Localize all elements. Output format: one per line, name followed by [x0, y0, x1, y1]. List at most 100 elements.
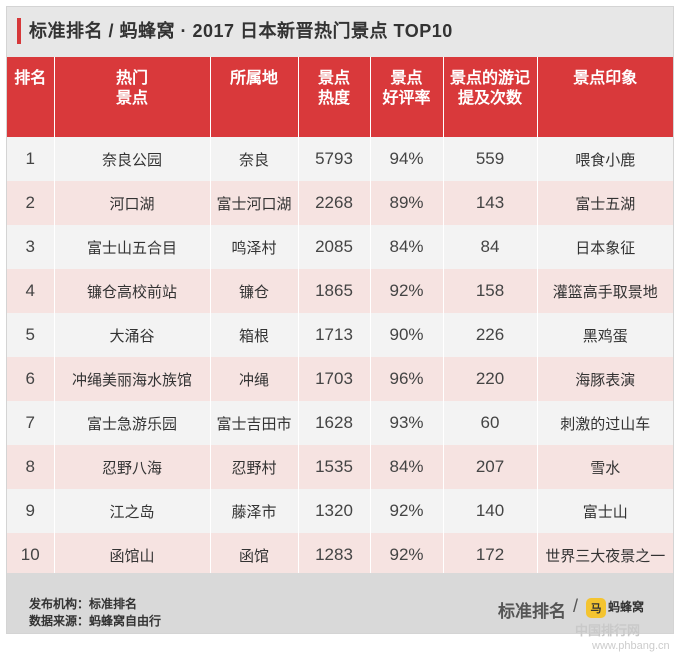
cell-spot: 奈良公园	[53, 137, 210, 181]
brand-divider: /	[573, 596, 579, 616]
cell-rank: 1	[7, 137, 54, 181]
cell-location: 藤泽市	[209, 489, 298, 533]
ranking-card: 标准排名 / 蚂蜂窝 · 2017 日本新晋热门景点 TOP10 排名 热门 景…	[6, 6, 674, 634]
table-row: 1 奈良公园 奈良 5793 94% 559 喂食小鹿	[7, 137, 673, 181]
cell-spot: 忍野八海	[53, 445, 210, 489]
cell-location: 鸣泽村	[209, 225, 298, 269]
cell-location: 忍野村	[209, 445, 298, 489]
cell-spot: 富士急游乐园	[53, 401, 210, 445]
cell-spot: 江之岛	[53, 489, 210, 533]
cell-mentions: 220	[442, 357, 537, 401]
cell-impression: 日本象征	[536, 225, 673, 269]
cell-mentions: 140	[442, 489, 537, 533]
cell-rank: 3	[7, 225, 54, 269]
header-spot: 热门 景点	[53, 57, 210, 137]
cell-heat: 1865	[297, 269, 370, 313]
cell-impression: 喂食小鹿	[536, 137, 673, 181]
header-heat: 景点 热度	[297, 57, 370, 137]
cell-rating: 84%	[369, 445, 443, 489]
table-row: 3 富士山五合目 鸣泽村 2085 84% 84 日本象征	[7, 225, 673, 269]
cell-rank: 5	[7, 313, 54, 357]
header-rank: 排名	[7, 57, 54, 137]
header-mentions: 景点的游记 提及次数	[442, 57, 537, 137]
cell-rank: 10	[7, 533, 54, 577]
cell-rating: 93%	[369, 401, 443, 445]
cell-location: 冲绳	[209, 357, 298, 401]
cell-impression: 富士山	[536, 489, 673, 533]
table-row: 10 函馆山 函馆 1283 92% 172 世界三大夜景之一	[7, 533, 673, 577]
cell-heat: 1628	[297, 401, 370, 445]
brand-logo-text: 标准排名	[498, 602, 566, 621]
cell-location: 富士河口湖	[209, 181, 298, 225]
cell-rating: 92%	[369, 269, 443, 313]
table-row: 2 河口湖 富士河口湖 2268 89% 143 富士五湖	[7, 181, 673, 225]
cell-spot: 大涌谷	[53, 313, 210, 357]
cell-spot: 冲绳美丽海水族馆	[53, 357, 210, 401]
cell-location: 箱根	[209, 313, 298, 357]
header-rating: 景点 好评率	[369, 57, 443, 137]
cell-rank: 2	[7, 181, 54, 225]
cell-location: 镰仓	[209, 269, 298, 313]
table-row: 6 冲绳美丽海水族馆 冲绳 1703 96% 220 海豚表演	[7, 357, 673, 401]
cell-mentions: 207	[442, 445, 537, 489]
cell-rating: 89%	[369, 181, 443, 225]
cell-impression: 黑鸡蛋	[536, 313, 673, 357]
cell-rank: 9	[7, 489, 54, 533]
ranking-table: 排名 热门 景点 所属地 景点 热度 景点 好评率 景点的游记 提及次数 景点印…	[7, 57, 673, 577]
cell-spot: 河口湖	[53, 181, 210, 225]
cell-rating: 90%	[369, 313, 443, 357]
cell-rating: 92%	[369, 489, 443, 533]
cell-mentions: 158	[442, 269, 537, 313]
cell-impression: 富士五湖	[536, 181, 673, 225]
cell-heat: 1703	[297, 357, 370, 401]
cell-impression: 灌篮高手取景地	[536, 269, 673, 313]
cell-rank: 6	[7, 357, 54, 401]
cell-location: 奈良	[209, 137, 298, 181]
cell-location: 函馆	[209, 533, 298, 577]
cell-spot: 镰仓高校前站	[53, 269, 210, 313]
cell-mentions: 84	[442, 225, 537, 269]
header-impression: 景点印象	[536, 57, 673, 137]
cell-heat: 1320	[297, 489, 370, 533]
mafengwo-logo-icon: 马	[586, 598, 606, 618]
header-location: 所属地	[209, 57, 298, 137]
watermark-url: www.phbang.cn	[592, 640, 670, 652]
page-title: 标准排名 / 蚂蜂窝 · 2017 日本新晋热门景点 TOP10	[29, 21, 453, 41]
cell-impression: 世界三大夜景之一	[536, 533, 673, 577]
cell-rating: 96%	[369, 357, 443, 401]
cell-impression: 雪水	[536, 445, 673, 489]
cell-mentions: 172	[442, 533, 537, 577]
cell-spot: 函馆山	[53, 533, 210, 577]
cell-location: 富士吉田市	[209, 401, 298, 445]
cell-rating: 84%	[369, 225, 443, 269]
data-source-text: 数据来源：蚂蜂窝自由行	[29, 614, 162, 628]
cell-mentions: 559	[442, 137, 537, 181]
title-bar: 标准排名 / 蚂蜂窝 · 2017 日本新晋热门景点 TOP10	[7, 7, 673, 57]
table-header-row: 排名 热门 景点 所属地 景点 热度 景点 好评率 景点的游记 提及次数 景点印…	[7, 57, 673, 137]
cell-heat: 2085	[297, 225, 370, 269]
cell-impression: 刺激的过山车	[536, 401, 673, 445]
cell-heat: 1283	[297, 533, 370, 577]
cell-rating: 94%	[369, 137, 443, 181]
watermark-site-name: 中国排行网	[575, 623, 641, 638]
title-accent-bar	[17, 18, 21, 44]
cell-spot: 富士山五合目	[53, 225, 210, 269]
cell-rating: 92%	[369, 533, 443, 577]
cell-mentions: 60	[442, 401, 537, 445]
table-row: 5 大涌谷 箱根 1713 90% 226 黑鸡蛋	[7, 313, 673, 357]
cell-rank: 8	[7, 445, 54, 489]
cell-mentions: 143	[442, 181, 537, 225]
table-row: 4 镰仓高校前站 镰仓 1865 92% 158 灌篮高手取景地	[7, 269, 673, 313]
table-row: 7 富士急游乐园 富士吉田市 1628 93% 60 刺激的过山车	[7, 401, 673, 445]
footer: 发布机构：标准排名 数据来源：蚂蜂窝自由行 标准排名 / 马 蚂蜂窝	[7, 573, 673, 633]
table-row: 9 江之岛 藤泽市 1320 92% 140 富士山	[7, 489, 673, 533]
cell-rank: 4	[7, 269, 54, 313]
cell-heat: 2268	[297, 181, 370, 225]
cell-mentions: 226	[442, 313, 537, 357]
cell-rank: 7	[7, 401, 54, 445]
table-row: 8 忍野八海 忍野村 1535 84% 207 雪水	[7, 445, 673, 489]
publisher-text: 发布机构：标准排名	[29, 597, 138, 611]
cell-heat: 5793	[297, 137, 370, 181]
cell-heat: 1535	[297, 445, 370, 489]
cell-impression: 海豚表演	[536, 357, 673, 401]
